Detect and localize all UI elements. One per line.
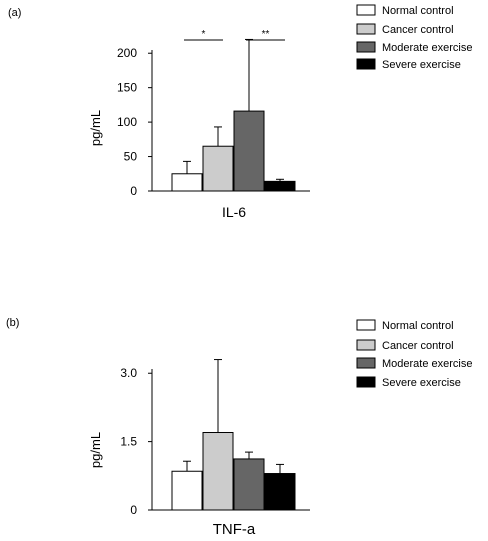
legend-label-b-2: Cancer control: [382, 340, 454, 352]
chart-tnfa: (b) pg/mL TNF-a 0 1.5 3.0 Normal control Ca…: [6, 317, 473, 538]
legend-swatch-a-4: [356, 58, 376, 70]
bar-b-4: [264, 473, 296, 511]
legend-label-b-1: Normal control: [382, 320, 454, 332]
legend-swatch-a-2: [356, 23, 376, 35]
ylabel-a: pg/mL: [88, 110, 103, 146]
legend-swatch-a-1: [356, 4, 376, 16]
legend-swatch-a-3: [356, 41, 376, 53]
panel-label-a: (a): [8, 7, 21, 19]
xlabel-a: IL-6: [222, 204, 246, 220]
bar-a-3: [233, 110, 265, 192]
legend-swatch-b-3: [356, 357, 376, 369]
bar-b-3: [233, 458, 265, 511]
bar-b-1: [171, 470, 203, 511]
y-tick-label-a: 0: [130, 184, 137, 198]
y-tick-label-a: 50: [124, 150, 138, 164]
legend-swatch-b-2: [356, 339, 376, 351]
y-tick-label-b: 0: [130, 503, 137, 517]
bar-a-1: [171, 173, 203, 192]
legend-label-a-3: Moderate exercise: [382, 42, 473, 54]
legend-label-a-4: Severe exercise: [382, 59, 461, 71]
y-tick-label-a: 200: [117, 46, 137, 60]
bar-b-2: [202, 432, 234, 511]
y-tick-label-b: 1.5: [120, 435, 137, 449]
bar-a-2: [202, 145, 234, 192]
y-tick-label-b: 3.0: [120, 366, 137, 380]
legend-label-b-3: Moderate exercise: [382, 358, 473, 370]
ylabel-b: pg/mL: [88, 432, 103, 468]
significance-label-a: **: [262, 29, 270, 40]
legend-label-b-4: Severe exercise: [382, 377, 461, 389]
legend-swatch-b-4: [356, 376, 376, 388]
xlabel-b: TNF-a: [213, 521, 256, 538]
legend-label-a-2: Cancer control: [382, 24, 454, 36]
y-tick-label-a: 150: [117, 81, 137, 95]
significance-label-a: *: [202, 29, 206, 40]
y-tick-label-a: 100: [117, 115, 137, 129]
legend-label-a-1: Normal control: [382, 5, 454, 17]
bar-a-4: [264, 180, 296, 192]
panel-label-b: (b): [6, 317, 19, 329]
legend-swatch-b-1: [356, 319, 376, 331]
